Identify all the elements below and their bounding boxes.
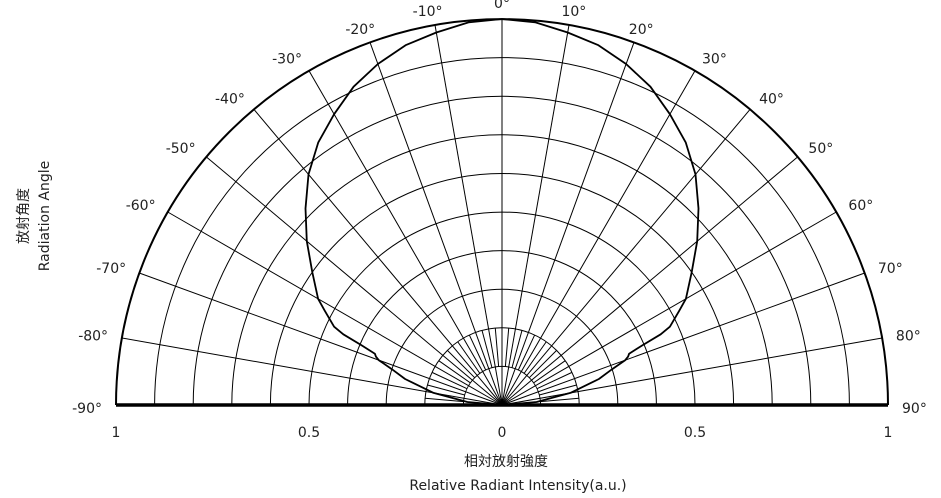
- angle-tick-label: 40°: [759, 92, 784, 108]
- angle-gridline: [434, 24, 503, 406]
- series-layer: [304, 18, 700, 406]
- angle-tick-label: -40°: [215, 92, 245, 108]
- angle-subgridline: [533, 360, 566, 384]
- angle-tick-label: -10°: [413, 4, 443, 20]
- angle-tick-label: -30°: [272, 52, 302, 68]
- angle-subgridline: [539, 384, 577, 396]
- angle-subgridline: [523, 341, 547, 374]
- angle-gridline: [253, 108, 503, 406]
- x-axis-label: Relative Radiant Intensity(a.u.): [409, 478, 626, 494]
- radial-tick-label: 0: [498, 425, 507, 441]
- angle-subgridline: [511, 330, 523, 368]
- radial-tick-label: 1: [112, 425, 121, 441]
- angle-gridline: [501, 156, 799, 406]
- angle-subgridline: [468, 334, 487, 371]
- angle-tick-label: -80°: [78, 329, 108, 345]
- angle-tick-label: -50°: [166, 141, 196, 157]
- series-line: [304, 18, 700, 406]
- angle-gridline: [501, 272, 865, 406]
- polar-grid: [115, 18, 889, 407]
- angle-subgridline: [536, 371, 573, 390]
- angle-subgridline: [528, 350, 557, 379]
- angle-tick-label: 80°: [896, 329, 921, 345]
- radial-tick-label: 0.5: [684, 425, 706, 441]
- angle-tick-label: 10°: [561, 4, 586, 20]
- angle-gridline: [121, 337, 503, 406]
- angle-tick-label: 30°: [702, 52, 727, 68]
- angle-gridline: [501, 70, 696, 406]
- angle-subgridline: [540, 397, 579, 403]
- angle-gridline: [205, 156, 503, 406]
- angle-subgridline: [457, 341, 481, 374]
- angle-tick-label: -60°: [126, 198, 156, 214]
- angle-gridline: [501, 108, 751, 406]
- angle-gridline: [167, 211, 503, 406]
- angle-tick-label: 50°: [808, 141, 833, 157]
- angle-subgridline: [447, 350, 476, 379]
- angle-subgridline: [517, 334, 536, 371]
- angle-subgridline: [425, 397, 464, 403]
- angle-subgridline: [481, 330, 493, 368]
- radial-tick-label: 0.5: [298, 425, 320, 441]
- angle-gridline: [369, 42, 503, 406]
- angle-gridline: [501, 42, 635, 406]
- angle-subgridline: [431, 371, 468, 390]
- angle-tick-label: -20°: [345, 22, 375, 38]
- angle-tick-label: 20°: [629, 22, 654, 38]
- y-axis-label-cn: 放射角度: [16, 188, 32, 244]
- angle-gridline: [501, 211, 837, 406]
- angle-tick-label: -90°: [72, 401, 102, 417]
- angle-tick-label: 90°: [902, 401, 927, 417]
- angle-gridline: [308, 70, 503, 406]
- angle-subgridline: [427, 384, 465, 396]
- tick-labels: -90°-80°-70°-60°-50°-40°-30°-20°-10°0°10…: [72, 0, 927, 441]
- angle-tick-label: 70°: [878, 261, 903, 277]
- x-axis-label-cn: 相対放射強度: [464, 454, 548, 470]
- radial-tick-label: 1: [884, 425, 893, 441]
- angle-gridline: [501, 24, 570, 406]
- angle-tick-label: 0°: [494, 0, 510, 12]
- angle-subgridline: [438, 360, 471, 384]
- angle-gridline: [501, 337, 883, 406]
- angle-gridline: [139, 272, 503, 406]
- angle-subgridline: [494, 328, 500, 367]
- angle-tick-label: 60°: [848, 198, 873, 214]
- angle-subgridline: [504, 328, 510, 367]
- angle-tick-label: -70°: [96, 261, 126, 277]
- y-axis-label: Radiation Angle: [37, 161, 53, 271]
